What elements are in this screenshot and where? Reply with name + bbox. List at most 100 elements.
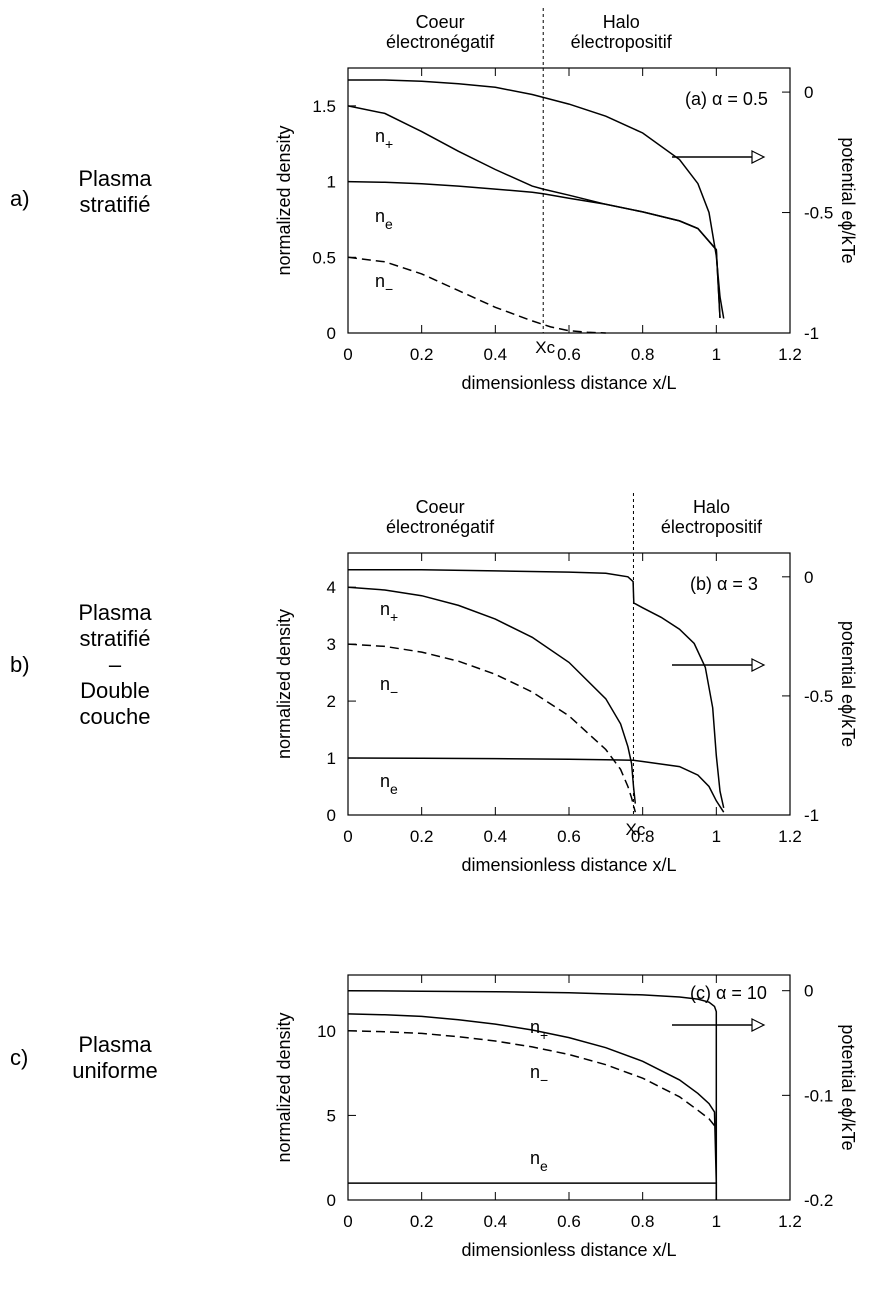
y-tick-label: 3 [327,635,336,654]
x-axis-label: dimensionless distance x/L [461,855,676,875]
y2-axis-label: potential eϕ/kTe [838,1024,858,1150]
y-tick-label: 1.5 [312,97,336,116]
series-label: ne [380,771,398,797]
x-tick-label: 1.2 [778,1212,802,1231]
y2-axis-label: potential eϕ/kTe [838,621,858,747]
y-tick-label: 0.5 [312,248,336,267]
y-tick-label: 1 [327,173,336,192]
x-axis-label: dimensionless distance x/L [461,373,676,393]
case-label-line: stratifié [79,192,151,217]
series-label: n− [375,271,393,297]
case-label-line: couche [79,704,151,729]
density-line [347,643,637,813]
y-axis-label: normalized density [274,125,294,275]
y2-tick-label: -0.5 [804,204,833,223]
region-left-label: électronégatif [386,517,495,537]
density-line [347,180,721,318]
y-tick-label: 1 [327,749,336,768]
y-axis-label: normalized density [274,609,294,759]
arrow-head [751,150,766,164]
y-tick-label: 2 [327,692,336,711]
panel-annotation: (b) α = 3 [690,574,758,594]
panel-annotation: (c) α = 10 [690,983,767,1003]
panel-annotation: (a) α = 0.5 [685,89,768,109]
case-label-line: uniforme [72,1058,158,1083]
density-line [347,1013,718,1184]
series-label: n− [530,1062,548,1088]
region-left-label: Coeur [416,12,465,32]
x-tick-label: 1 [712,1212,721,1231]
density-line [348,1182,718,1200]
region-right-label: électropositif [571,32,673,52]
potential-line [347,989,718,1200]
case-letter-b: b) [10,652,30,677]
density-line [347,586,637,804]
y-tick-label: 5 [327,1106,336,1125]
arrow-head [751,658,766,672]
x-tick-label: 1.2 [778,345,802,364]
x-tick-label: 0 [343,1212,352,1231]
x-tick-label: 0.6 [557,1212,581,1231]
x-tick-label: 1.2 [778,827,802,846]
case-label-line: Double [80,678,150,703]
x-tick-label: 0.2 [410,1212,434,1231]
y-tick-label: 10 [317,1022,336,1041]
y2-tick-label: -1 [804,806,819,825]
x-tick-label: 0.2 [410,345,434,364]
density-line [347,105,721,318]
y-tick-label: 0 [327,324,336,343]
region-left-label: électronégatif [386,32,495,52]
x-tick-label: 0.6 [557,345,581,364]
series-label: n+ [375,126,393,152]
region-right-label: électropositif [661,517,763,537]
xc-label: Xc [626,820,646,839]
x-tick-label: 0.6 [557,827,581,846]
series-label: ne [375,206,393,232]
y-axis-label: normalized density [274,1012,294,1162]
arrow-head [751,1018,766,1032]
x-tick-label: 0 [343,827,352,846]
series-label: ne [530,1148,548,1174]
density-line [347,256,606,334]
y-tick-label: 0 [327,806,336,825]
region-right-label: Halo [693,497,730,517]
x-tick-label: 0.8 [631,827,655,846]
y2-tick-label: 0 [804,568,813,587]
y2-tick-label: -1 [804,324,819,343]
plot-frame [347,974,791,1201]
case-letter-c: c) [10,1045,29,1070]
region-left-label: Coeur [416,497,465,517]
case-label-b: Plasma stratifié – Double couche [60,600,170,730]
density-line [347,757,725,813]
series-label: n+ [530,1017,548,1043]
x-tick-label: 1 [712,345,721,364]
xc-label: Xc [535,338,555,357]
y2-tick-label: -0.2 [804,1191,833,1210]
x-tick-label: 0.8 [631,345,655,364]
y2-tick-label: -0.5 [804,687,833,706]
y-tick-label: 4 [327,578,336,597]
x-tick-label: 1 [712,827,721,846]
x-tick-label: 0.4 [484,827,508,846]
case-letter-a: a) [10,186,30,211]
case-label-a: Plasma stratifié [60,166,170,218]
case-label-line: Plasma [78,166,152,191]
x-tick-label: 0.8 [631,1212,655,1231]
series-label: n− [380,674,398,700]
case-label-line: stratifié [79,626,151,651]
case-label-c: Plasma uniforme [60,1032,170,1084]
case-label-line: – [108,652,122,677]
region-right-label: Halo [603,12,640,32]
density-line [347,1030,716,1127]
y2-tick-label: 0 [804,982,813,1001]
y2-tick-label: -0.1 [804,1086,833,1105]
y2-tick-label: 0 [804,83,813,102]
x-tick-label: 0.2 [410,827,434,846]
potential-line [348,568,725,809]
x-tick-label: 0.4 [484,345,508,364]
case-label-line: Plasma [78,1032,152,1057]
y2-axis-label: potential eϕ/kTe [838,137,858,263]
series-label: n+ [380,599,398,625]
case-label-line: Plasma [78,600,152,625]
